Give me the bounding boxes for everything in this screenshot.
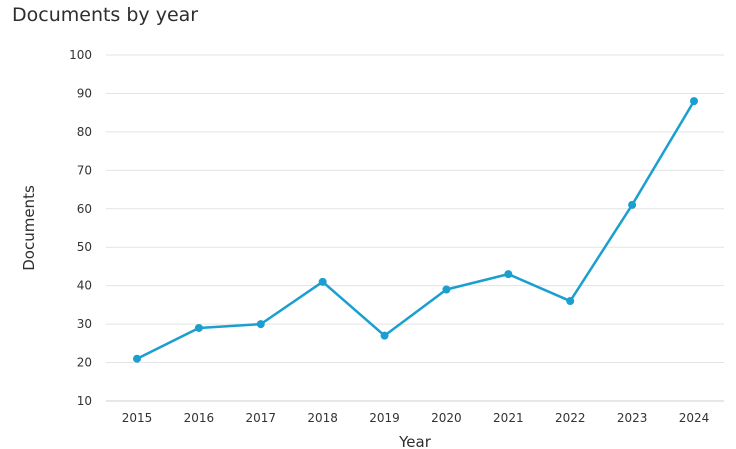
y-tick-label: 20 <box>77 356 92 370</box>
x-axis-title: Year <box>398 433 432 449</box>
x-axis-ticks: 2015 2016 2017 2018 2019 2020 2021 2022 2023 2024 <box>122 411 710 425</box>
y-tick-label: 40 <box>77 279 92 293</box>
x-tick-label: 2019 <box>369 411 400 425</box>
series-line <box>136 100 696 360</box>
data-point[interactable] <box>194 323 203 332</box>
y-tick-label: 10 <box>77 394 92 408</box>
x-tick-label: 2023 <box>617 411 648 425</box>
gridlines <box>106 54 724 402</box>
y-axis-ticks: 10 20 30 40 50 60 70 80 90 100 <box>69 48 92 408</box>
series-group <box>133 97 698 363</box>
x-tick-label: 2020 <box>431 411 462 425</box>
data-point[interactable] <box>442 285 451 294</box>
y-tick-label: 60 <box>77 202 92 216</box>
x-tick-label: 2017 <box>246 411 277 425</box>
data-point[interactable] <box>566 297 575 306</box>
data-point[interactable] <box>690 97 698 106</box>
x-tick-label: 2022 <box>555 411 586 425</box>
y-tick-label: 50 <box>77 240 92 254</box>
y-tick-label: 80 <box>77 125 92 139</box>
data-point[interactable] <box>318 277 327 286</box>
data-point[interactable] <box>504 270 513 279</box>
chart-title: Documents by year <box>12 4 199 26</box>
x-tick-label: 2024 <box>679 411 710 425</box>
data-point[interactable] <box>256 320 265 329</box>
x-tick-label: 2016 <box>184 411 215 425</box>
y-tick-label: 90 <box>77 86 92 100</box>
data-point[interactable] <box>133 354 141 363</box>
y-tick-label: 100 <box>69 48 92 62</box>
y-tick-label: 30 <box>77 317 92 331</box>
x-tick-label: 2021 <box>493 411 524 425</box>
x-tick-label: 2018 <box>307 411 338 425</box>
y-axis-title: Documents <box>20 185 38 271</box>
x-tick-label: 2015 <box>122 411 153 425</box>
data-point[interactable] <box>380 331 389 340</box>
data-point[interactable] <box>628 200 637 209</box>
y-tick-label: 70 <box>77 163 92 177</box>
